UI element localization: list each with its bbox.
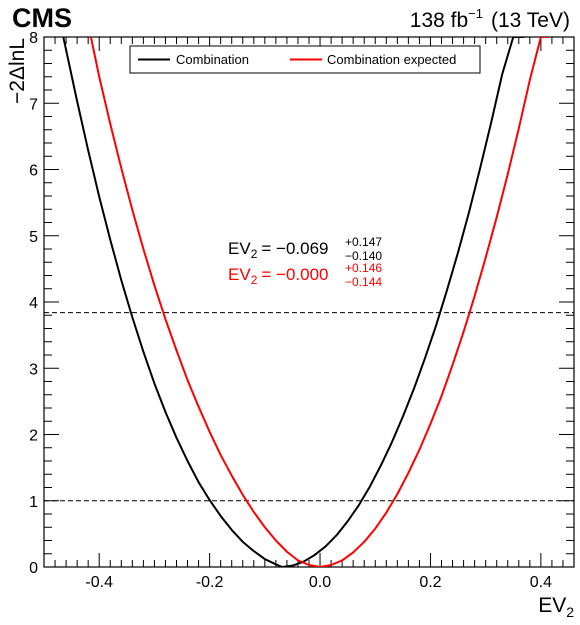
x-axis-title-sub: 2 [566, 604, 574, 620]
annotation-expected-prefix: EV [228, 265, 251, 284]
x-tick-label: 0.2 [419, 574, 441, 591]
annotation-observed-eq: = −0.069 [261, 239, 328, 258]
x-axis-title-main: EV [538, 594, 566, 617]
annotation-observed-prefix: EV [228, 239, 251, 258]
axis-tick-labels: -0.4 -0.2 0.0 0.2 0.4 0 1 2 3 4 5 6 7 8 [29, 30, 552, 591]
y-tick-label: 0 [29, 560, 38, 577]
y-axis-title: −2ΔlnL [6, 38, 29, 104]
annotation-expected-sub: 2 [251, 273, 258, 287]
x-tick-label: -0.2 [196, 574, 224, 591]
y-tick-label: 8 [29, 30, 38, 47]
x-tick-label: 0.4 [530, 574, 552, 591]
annotation-observed-up: +0.147 [345, 235, 382, 249]
luminosity-label: 138 fb−1 (13 TeV) [410, 6, 570, 32]
annotation-expected-up: +0.146 [345, 261, 382, 275]
annotation-observed-down: −0.140 [345, 249, 382, 263]
x-tick-label: -0.4 [85, 574, 113, 591]
threshold-lines [44, 312, 574, 502]
axis-ticks [43, 36, 575, 568]
lumi-unit: fb [451, 9, 469, 32]
annotation-expected-down: −0.144 [345, 275, 382, 289]
y-tick-label: 3 [29, 361, 38, 378]
legend-label-observed: Combination [176, 52, 249, 67]
annotation-expected: EV2 = −0.000 [228, 265, 329, 287]
y-tick-label: 1 [29, 494, 38, 511]
y-tick-label: 4 [29, 295, 38, 312]
y-tick-label: 5 [29, 229, 38, 246]
lumi-unit-exponent: −1 [468, 6, 483, 21]
annotation-expected-eq: = −0.000 [261, 265, 328, 284]
lumi-value: 138 [410, 9, 445, 32]
annotation-observed: EV2 = −0.069 [228, 239, 329, 261]
y-tick-label: 2 [29, 428, 38, 445]
curve-expected [89, 37, 550, 567]
x-axis-title: EV2 [538, 594, 574, 620]
y-tick-label: 6 [29, 163, 38, 180]
likelihood-curves [62, 37, 550, 567]
energy-label: (13 TeV) [491, 9, 570, 32]
legend: Combination Combination expected [129, 45, 481, 74]
legend-label-expected: Combination expected [327, 52, 456, 67]
plot-frame [43, 36, 575, 568]
experiment-label: CMS [12, 3, 72, 33]
x-tick-label: 0.0 [309, 574, 331, 591]
curve-observed [62, 37, 525, 567]
y-tick-label: 7 [29, 96, 38, 113]
annotation-observed-sub: 2 [251, 247, 258, 261]
